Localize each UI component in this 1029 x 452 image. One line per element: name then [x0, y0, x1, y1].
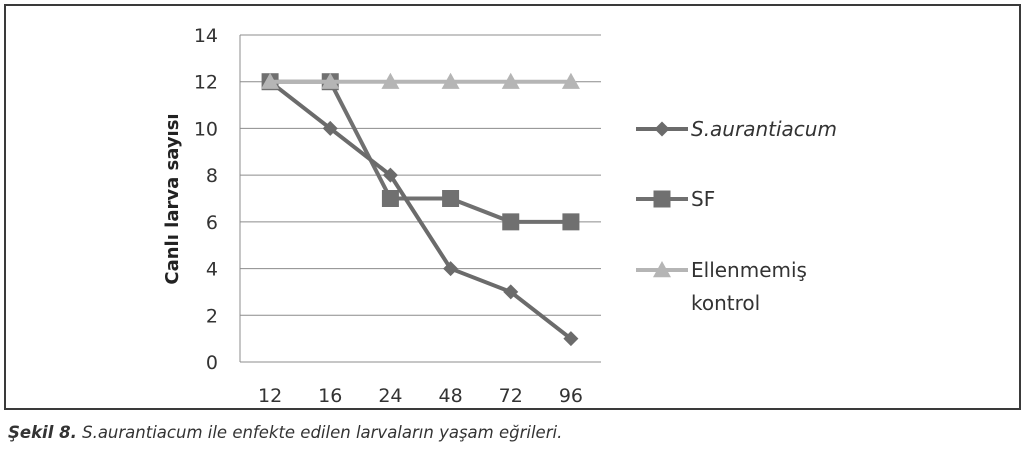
y-tick-label: 12: [194, 72, 218, 94]
y-tick-label: 10: [194, 118, 218, 140]
data-point-triangle: [321, 72, 340, 89]
y-tick-label: 2: [206, 305, 218, 327]
y-tick-label: 14: [194, 25, 218, 47]
data-point-square: [381, 190, 399, 207]
caption-text: S.aurantiacum ile enfekte edilen larvala…: [76, 423, 563, 442]
x-tick-label: 96: [559, 385, 583, 407]
data-point-triangle: [441, 72, 460, 89]
y-tick-label: 6: [206, 212, 218, 234]
series-line-square: [270, 79, 571, 224]
data-point-diamond: [382, 167, 398, 183]
data-point-diamond: [322, 120, 338, 136]
data-point-triangle: [261, 72, 280, 89]
x-tick-label: 48: [438, 385, 462, 407]
data-point-diamond: [563, 331, 579, 347]
legend-marker: [654, 121, 670, 137]
y-axis-label: Canlı larva sayısı: [162, 113, 183, 284]
x-tick-label: 16: [318, 385, 342, 407]
data-point-diamond: [443, 261, 459, 277]
legend-label: S.aurantiacum: [691, 117, 837, 141]
data-point-triangle: [381, 72, 400, 89]
y-tick-label: 0: [206, 352, 218, 374]
y-tick-label: 8: [206, 165, 218, 187]
x-tick-label: 72: [499, 385, 523, 407]
chart-frame: [4, 4, 1021, 410]
data-point-triangle: [561, 72, 580, 89]
legend-label: Ellenmemiş kontrol: [691, 258, 807, 315]
caption-label: Şekil 8.: [8, 423, 77, 442]
data-point-square: [442, 190, 460, 207]
legend-marker: [653, 190, 671, 208]
series-line-diamond: [268, 80, 573, 341]
legend-label: SF: [691, 187, 715, 211]
data-point-square: [562, 213, 580, 231]
figure-caption: Şekil 8. S.aurantiacum ile enfekte edile…: [8, 423, 562, 442]
data-point-diamond: [503, 284, 519, 300]
legend-marker: [653, 261, 671, 278]
y-tick-label: 4: [206, 259, 218, 281]
data-point-triangle: [501, 72, 520, 89]
x-tick-label: 24: [378, 385, 402, 407]
x-tick-label: 12: [258, 385, 282, 407]
data-point-square: [502, 213, 520, 231]
